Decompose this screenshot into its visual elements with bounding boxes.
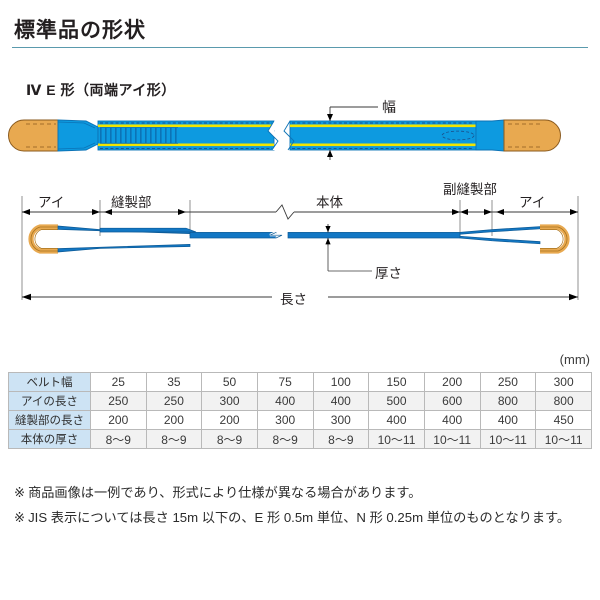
table-row: 縫製部の長さ 200 200 200 300 300 400 400 400 4… xyxy=(8,410,592,430)
label-width: 幅 xyxy=(382,99,396,115)
table-row: ベルト幅 25 35 50 75 100 150 200 250 300 xyxy=(8,372,592,392)
table-cell: 50 xyxy=(201,372,258,392)
label-sub-sewn-part: 副縫製部 xyxy=(443,182,497,197)
table-cell: 200 xyxy=(145,410,203,430)
table-cell: 250 xyxy=(89,391,147,411)
flat-sling-graphic xyxy=(8,106,561,160)
label-eye-left: アイ xyxy=(38,195,65,210)
table-cell: 500 xyxy=(368,391,425,411)
note-item: ※ 商品画像は一例であり、形式により仕様が異なる場合があります。 xyxy=(14,482,592,503)
table-cell: 400 xyxy=(256,391,314,411)
label-eye-right: アイ xyxy=(519,195,546,210)
spec-table: ベルト幅 25 35 50 75 100 150 200 250 300 アイの… xyxy=(8,372,592,449)
table-cell: 8〜9 xyxy=(312,429,370,449)
note-item: ※ JIS 表示については長さ 15m 以下の、E 形 0.5m 単位、N 形 … xyxy=(14,507,592,528)
table-cell: 100 xyxy=(312,372,370,392)
table-cell: 10〜11 xyxy=(423,429,481,449)
table-cell: 150 xyxy=(368,372,425,392)
label-body: 本体 xyxy=(316,195,343,210)
row-header: 縫製部の長さ xyxy=(8,410,91,430)
table-cell: 75 xyxy=(256,372,314,392)
table-cell: 200 xyxy=(423,372,481,392)
table-cell: 10〜11 xyxy=(368,429,425,449)
sling-edge-diagram xyxy=(21,196,579,301)
table-cell: 800 xyxy=(479,391,537,411)
table-cell: 8〜9 xyxy=(89,429,147,449)
table-cell: 400 xyxy=(312,391,370,411)
table-cell: 300 xyxy=(535,372,592,392)
table-cell: 8〜9 xyxy=(256,429,314,449)
note-mark-icon: ※ xyxy=(14,510,26,526)
note-text: 商品画像は一例であり、形式により仕様が異なる場合があります。 xyxy=(28,485,422,500)
label-thickness: 厚さ xyxy=(375,266,402,281)
table-cell: 200 xyxy=(201,410,258,430)
notes-block: ※ 商品画像は一例であり、形式により仕様が異なる場合があります。 ※ JIS 表… xyxy=(14,482,592,533)
table-cell: 400 xyxy=(479,410,537,430)
table-cell: 200 xyxy=(89,410,147,430)
table-cell: 250 xyxy=(145,391,203,411)
section-subtitle: Ⅳ E 形（両端アイ形） xyxy=(26,82,176,98)
table-cell: 8〜9 xyxy=(201,429,258,449)
spec-table-body: ベルト幅 25 35 50 75 100 150 200 250 300 アイの… xyxy=(8,372,592,449)
row-header: 本体の厚さ xyxy=(8,429,91,449)
label-sewn-part: 縫製部 xyxy=(111,195,152,210)
table-cell: 300 xyxy=(256,410,314,430)
table-cell: 450 xyxy=(535,410,592,430)
sling-flat-diagram xyxy=(8,106,561,160)
table-row: アイの長さ 250 250 300 400 400 500 600 800 80… xyxy=(8,391,592,411)
table-cell: 10〜11 xyxy=(479,429,537,449)
table-cell: 10〜11 xyxy=(535,429,592,449)
note-text: JIS 表示については長さ 15m 以下の、E 形 0.5m 単位、N 形 0.… xyxy=(28,510,571,526)
table-cell: 300 xyxy=(201,391,258,411)
page-title: 標準品の形状 xyxy=(14,19,146,42)
table-row: 本体の厚さ 8〜9 8〜9 8〜9 8〜9 8〜9 10〜11 10〜11 10… xyxy=(8,429,592,449)
row-header: アイの長さ xyxy=(8,391,91,411)
table-units-label: (mm) xyxy=(559,352,590,367)
table-cell: 8〜9 xyxy=(145,429,203,449)
table-cell: 600 xyxy=(423,391,481,411)
label-length: 長さ xyxy=(277,288,310,308)
table-cell: 400 xyxy=(423,410,481,430)
table-cell: 35 xyxy=(145,372,203,392)
table-cell: 250 xyxy=(479,372,537,392)
table-cell: 300 xyxy=(312,410,370,430)
edge-sling-graphic xyxy=(21,196,579,301)
table-cell: 25 xyxy=(89,372,147,392)
row-header: ベルト幅 xyxy=(8,372,91,392)
table-cell: 400 xyxy=(368,410,425,430)
table-cell: 800 xyxy=(535,391,592,411)
title-divider xyxy=(12,47,588,48)
note-mark-icon: ※ xyxy=(14,485,26,500)
